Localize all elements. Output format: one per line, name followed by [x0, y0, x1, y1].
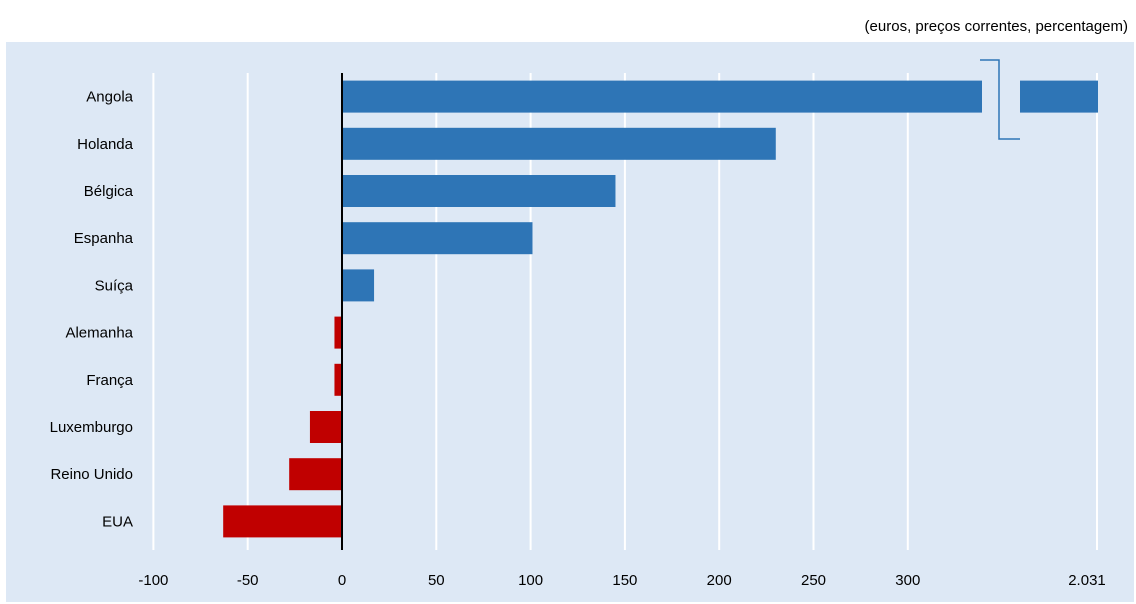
x-tick-label: 200	[707, 572, 732, 589]
category-label: Espanha	[74, 230, 134, 247]
bar-eua	[223, 505, 342, 538]
bar-angola	[342, 80, 982, 113]
category-label: EUA	[102, 513, 133, 530]
category-label: Angola	[86, 89, 133, 106]
bar-reino-unido	[289, 458, 342, 491]
bar-alemanha	[334, 316, 342, 349]
tick-labels: -100 -50 0 50 100 150 200 250 300 2.031	[138, 572, 1105, 589]
x-tick-label: 2.031	[1068, 572, 1106, 589]
bar-luxemburgo	[309, 411, 342, 443]
x-tick-label: -100	[138, 572, 168, 589]
category-label: Reino Unido	[50, 466, 133, 483]
bar-holanda	[342, 127, 776, 160]
bar-espanha	[342, 222, 533, 255]
bar-suíça	[342, 269, 375, 302]
unit-note: (euros, preços correntes, percentagem)	[864, 18, 1128, 35]
category-labels: Angola Holanda Bélgica Espanha Suíça Alemanha…	[50, 89, 134, 531]
category-label: Holanda	[77, 136, 134, 153]
category-label: Suíça	[95, 277, 134, 294]
category-label: Luxemburgo	[50, 419, 133, 436]
x-tick-label: 50	[428, 572, 445, 589]
x-tick-label: 100	[518, 572, 543, 589]
bar-bélgica	[342, 175, 616, 207]
category-label: Bélgica	[84, 183, 134, 200]
category-label: França	[86, 372, 133, 389]
axis-decorations	[980, 59, 1020, 140]
x-tick-label: 150	[612, 572, 637, 589]
bar-segment-after-break	[1020, 80, 1098, 113]
bars	[223, 73, 1098, 550]
bar-frança	[334, 363, 342, 396]
x-tick-label: 0	[338, 572, 346, 589]
x-tick-label: 300	[895, 572, 920, 589]
category-label: Alemanha	[65, 325, 133, 342]
x-tick-label: 250	[801, 572, 826, 589]
axis-break-marker	[980, 59, 1020, 140]
x-tick-label: -50	[237, 572, 259, 589]
